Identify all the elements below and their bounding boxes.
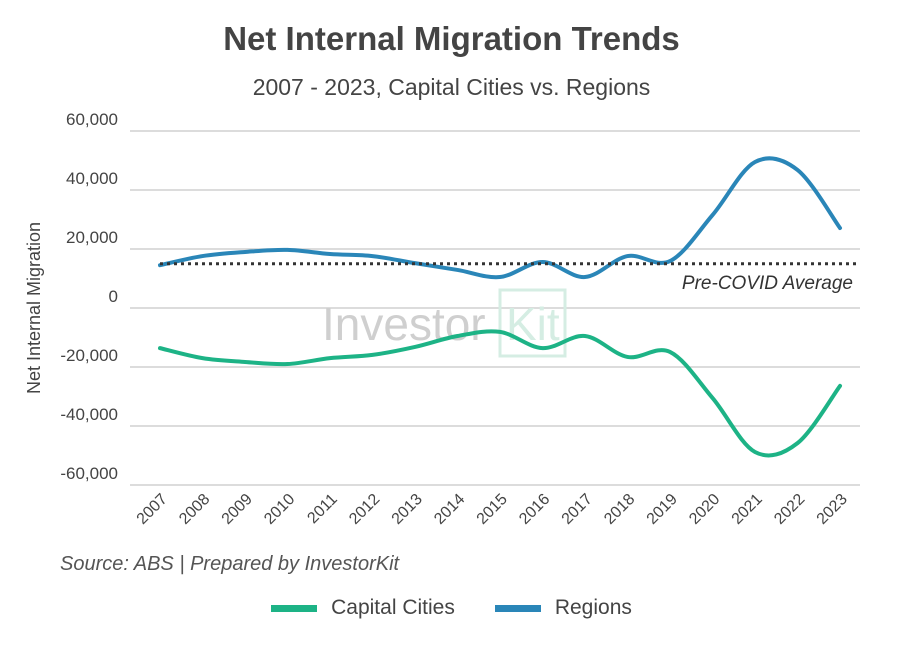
legend-item-capital-cities[interactable]: Capital Cities xyxy=(271,596,455,620)
x-tick-label: 2021 xyxy=(729,491,766,528)
x-tick-label: 2020 xyxy=(686,491,723,528)
legend-label: Regions xyxy=(554,596,632,619)
y-tick-label: 0 xyxy=(109,287,118,306)
y-tick-label: 60,000 xyxy=(66,110,118,129)
watermark-logo: Investor xyxy=(322,298,486,350)
x-tick-label: 2010 xyxy=(261,491,298,528)
y-tick-label: -40,000 xyxy=(60,405,118,424)
x-tick-label: 2009 xyxy=(219,491,256,528)
watermark-logo: Kit xyxy=(506,298,560,350)
x-tick-label: 2011 xyxy=(304,491,340,527)
y-tick-label: -60,000 xyxy=(60,464,118,483)
annotation-label: Pre-COVID Average xyxy=(682,273,853,294)
x-tick-label: 2012 xyxy=(346,491,383,528)
x-tick-label: 2007 xyxy=(134,491,171,528)
x-tick-label: 2008 xyxy=(176,491,213,528)
chart-subtitle: 2007 - 2023, Capital Cities vs. Regions xyxy=(252,74,651,100)
x-tick-label: 2016 xyxy=(516,491,553,528)
chart-title: Net Internal Migration Trends xyxy=(223,20,680,57)
x-tick-label: 2015 xyxy=(474,491,511,528)
x-tick-label: 2018 xyxy=(601,491,638,528)
series-line-regions xyxy=(158,156,842,280)
y-tick-label: -20,000 xyxy=(60,346,118,365)
series-line-capital-cities xyxy=(158,329,842,458)
legend-label: Capital Cities xyxy=(331,596,455,619)
x-tick-label: 2019 xyxy=(644,491,681,528)
x-tick-label: 2013 xyxy=(389,491,426,528)
legend-item-regions[interactable]: Regions xyxy=(494,596,632,620)
legend-swatch xyxy=(271,604,318,612)
y-tick-label: 20,000 xyxy=(66,228,118,247)
watermark-box xyxy=(498,288,567,358)
legend: Capital Cities Regions xyxy=(0,596,903,620)
x-tick-label: 2022 xyxy=(771,491,808,528)
x-tick-label: 2023 xyxy=(814,491,851,528)
y-tick-label: 40,000 xyxy=(66,169,118,188)
line-chart: 60,000 40,000 20,000 0 -20,000 -40,000 -60,000… xyxy=(24,110,860,528)
y-axis-label: Net Internal Migration xyxy=(24,222,44,394)
x-tick-label: 2017 xyxy=(559,491,596,528)
source-note: Source: ABS | Prepared by InvestorKit xyxy=(60,553,400,575)
x-tick-label: 2014 xyxy=(431,491,468,528)
legend-swatch xyxy=(494,604,541,612)
